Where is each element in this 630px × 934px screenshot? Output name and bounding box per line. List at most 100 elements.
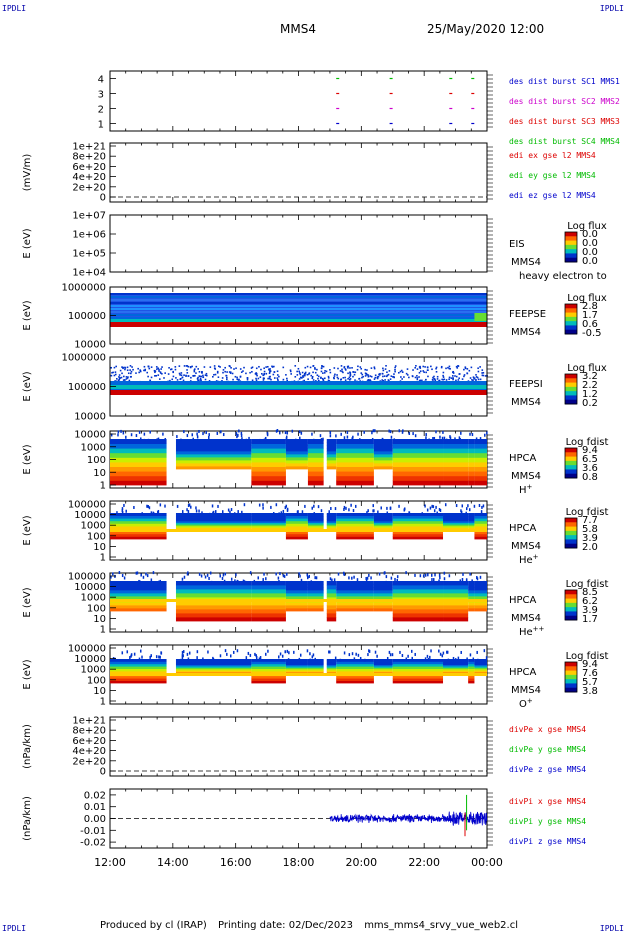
hpca-o-panel-speckle	[386, 656, 389, 660]
hpca-h-panel-band	[110, 480, 167, 486]
hpca-h-panel-band	[251, 439, 286, 444]
eis-colorbar-band	[565, 232, 577, 237]
eis-colorbar-band	[565, 236, 577, 242]
feepsi-panel-speckle	[189, 366, 192, 369]
edi-panel-y-tick-label: 2e+20	[72, 182, 106, 193]
feepsi-panel-speckle	[114, 373, 117, 376]
feepsi-panel-speckle	[229, 371, 232, 374]
hpca-he2-panel-speckle	[459, 579, 462, 583]
hpca-o-panel-speckle	[187, 658, 189, 662]
hpca-he1-panel-speckle	[461, 504, 464, 508]
feepsi-panel-speckle	[161, 366, 163, 368]
feepsi-panel-speckle	[347, 367, 349, 369]
feepsi-panel-speckle	[128, 379, 131, 382]
hpca-h-panel-speckle	[138, 430, 141, 434]
feepsi-panel-speckle	[197, 368, 199, 370]
feepsi-panel-speckle	[463, 374, 466, 376]
feepsi-panel-y-tick-label: 10000	[74, 412, 106, 423]
hpca-h-panel-band	[251, 475, 286, 481]
feepsi-panel-speckle	[230, 366, 232, 369]
feepsi-panel-speckle	[122, 375, 125, 378]
feepsi-panel-speckle	[354, 371, 357, 374]
feepsi-panel-speckle	[464, 366, 467, 368]
hpca-h-panel-speckle	[117, 433, 119, 437]
hpca-he1-panel-band	[474, 513, 487, 516]
feepsi-panel-speckle	[342, 371, 344, 374]
hpca-h-panel-speckle	[335, 434, 337, 438]
hpca-he1-panel-speckle	[278, 512, 280, 516]
hpca-h-panel-band	[392, 439, 444, 444]
hpca-he2-panel-speckle	[430, 573, 433, 577]
hpca-he2-panel-speckle	[353, 575, 355, 579]
divpi-z-trace	[329, 811, 488, 826]
hpca-h-panel-speckle	[359, 438, 361, 442]
hpca-o-panel-colorbar-band	[565, 683, 577, 689]
feepsi-panel-speckle	[362, 375, 364, 378]
feepsi-panel-speckle	[344, 376, 346, 379]
feepsi-panel-speckle	[339, 370, 342, 372]
hpca-o-panel-band	[392, 675, 444, 679]
hpca-he1-panel-speckle	[297, 510, 299, 514]
hpca-o-panel-band	[251, 661, 286, 665]
feepsi-panel-speckle	[213, 365, 216, 367]
hpca-h-panel-speckle	[202, 432, 204, 436]
hpca-h-panel-speckle	[208, 435, 210, 439]
feepsi-panel-speckle	[194, 374, 196, 377]
hpca-o-panel-speckle	[439, 652, 442, 656]
feepsi-panel-speckle	[129, 376, 132, 378]
hpca-o-panel-band	[336, 661, 374, 665]
hpca-he2-panel-speckle	[331, 578, 333, 582]
hpca-h-panel-speckle	[285, 435, 288, 439]
hpca-he1-panel-band	[336, 523, 374, 527]
hpca-h-panel-speckle	[351, 437, 353, 441]
hpca-he1-panel-band	[175, 521, 252, 523]
hpca-he1-panel-colorbar-band	[565, 518, 577, 523]
feepsi-panel-speckle	[400, 376, 402, 378]
hpca-o-panel-band	[474, 670, 487, 672]
hpca-h-panel-band	[474, 439, 487, 444]
hpca-o-panel-band	[326, 666, 337, 668]
feepsi-panel-speckle	[304, 366, 307, 369]
hpca-he2-panel-speckle	[152, 571, 155, 575]
hpca-o-panel-band	[336, 659, 374, 662]
feepsi-panel-speckle	[452, 377, 454, 380]
hpca-h-panel-speckle	[130, 433, 133, 437]
hpca-he2-panel-colorbar-band	[565, 611, 577, 617]
feepsi-panel-spacecraft: MMS4	[511, 397, 541, 408]
hpca-o-panel-speckle	[196, 650, 199, 654]
feepsi-panel-speckle	[381, 372, 384, 375]
feepsi-panel-speckle	[171, 378, 174, 381]
hpca-he1-panel-speckle	[275, 503, 278, 507]
feepsi-panel-speckle	[445, 367, 447, 370]
feepsi-panel-speckle	[392, 376, 394, 378]
feepsi-panel-speckle	[273, 377, 276, 379]
feepsi-panel-speckle	[320, 367, 323, 370]
hpca-h-panel-band	[110, 475, 167, 481]
hpca-o-panel-band	[392, 680, 444, 684]
hpca-he2-panel-speckle	[135, 571, 138, 575]
eis-colorbar-tick-label: 0.0	[582, 247, 598, 258]
feepsi-panel-speckle	[191, 365, 193, 368]
feepsi-panel-speckle	[286, 379, 288, 382]
feepsi-panel-speckle	[475, 374, 477, 376]
hpca-he1-panel-speckle	[377, 510, 379, 514]
hpca-h-panel-speckle	[196, 435, 199, 439]
hpca-h-panel-band	[175, 448, 252, 452]
hpca-h-panel-speckle	[433, 436, 436, 440]
hpca-h-panel-speckle	[484, 433, 486, 437]
hpca-h-panel-band	[251, 452, 286, 458]
hpca-he2-panel-speckle	[230, 577, 233, 581]
hpca-he1-panel-band	[443, 517, 469, 520]
feepsi-panel-speckle	[484, 375, 487, 377]
hpca-o-panel-speckle	[472, 657, 475, 661]
hpca-he1-panel-band	[468, 517, 475, 520]
hpca-h-panel-speckle	[286, 431, 289, 435]
hpca-he2-panel-y-tick-label: 10000	[74, 582, 106, 593]
hpca-he1-panel-speckle	[150, 511, 153, 515]
feepsi-panel-speckle	[225, 374, 228, 377]
hpca-h-panel-band	[336, 480, 374, 486]
y-axis-label: E (eV)	[22, 587, 33, 617]
hpca-h-panel-speckle	[408, 432, 411, 436]
feepsi-panel-speckle	[251, 366, 254, 369]
hpca-he1-panel-band	[373, 521, 393, 523]
